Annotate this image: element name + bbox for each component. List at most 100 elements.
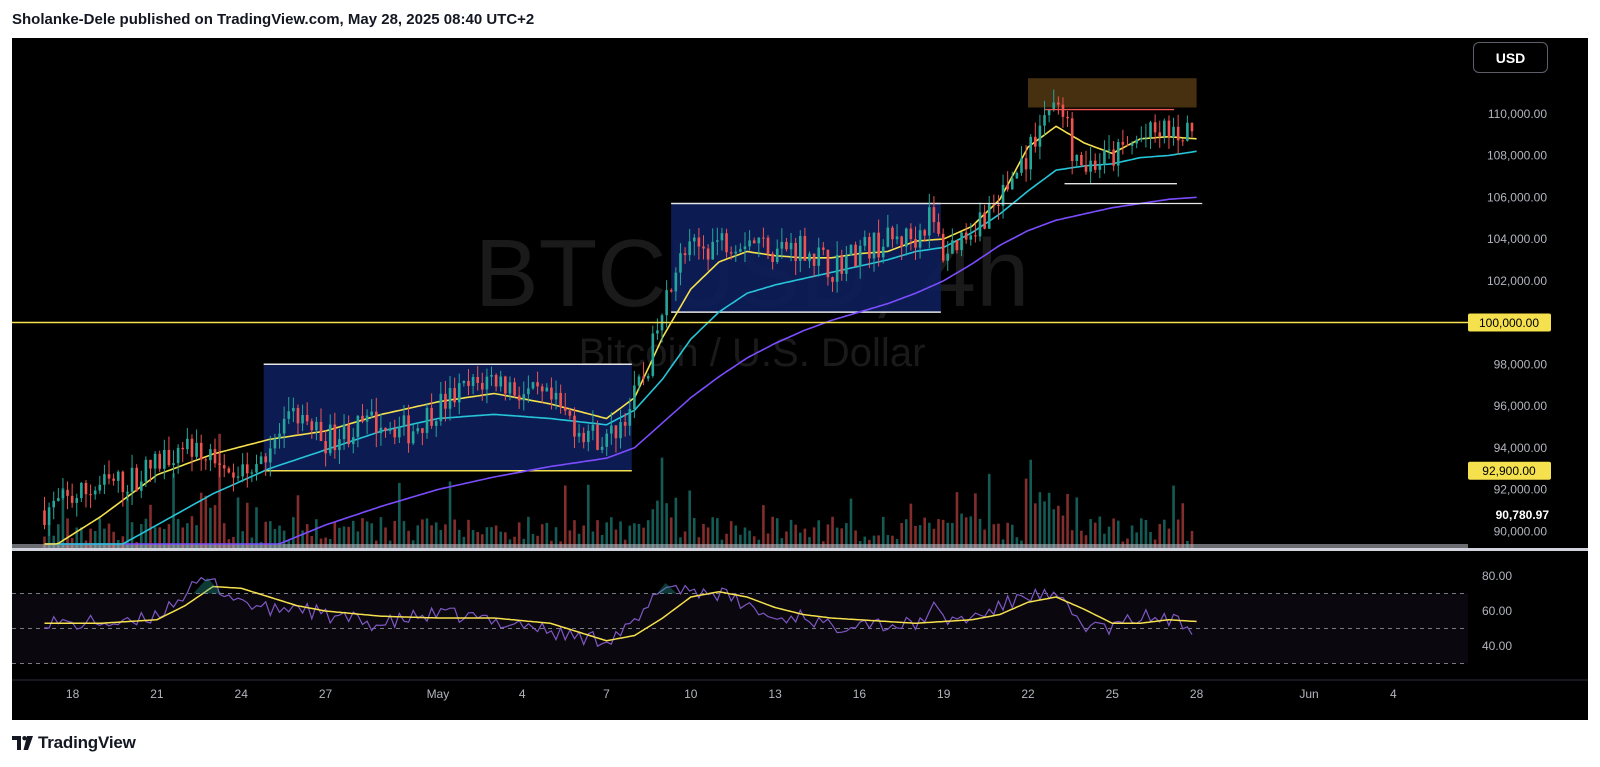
candle[interactable] <box>232 463 235 492</box>
rsi-signal-line[interactable] <box>44 585 1197 642</box>
candle[interactable] <box>52 491 56 520</box>
candle[interactable] <box>854 241 857 267</box>
candle[interactable] <box>1163 118 1166 144</box>
candle[interactable] <box>808 251 811 269</box>
candle[interactable] <box>1121 129 1125 155</box>
candle[interactable] <box>895 224 899 245</box>
candle[interactable] <box>771 251 774 270</box>
ema-slow-line[interactable] <box>44 196 1197 545</box>
candle[interactable] <box>347 415 350 448</box>
candle[interactable] <box>310 418 314 439</box>
candle[interactable] <box>1153 114 1157 143</box>
candle[interactable] <box>1158 120 1162 148</box>
candle[interactable] <box>402 404 406 436</box>
candle[interactable] <box>1034 122 1037 153</box>
candle[interactable] <box>803 227 807 261</box>
candle[interactable] <box>444 380 447 422</box>
candle[interactable] <box>1126 136 1129 146</box>
candle[interactable] <box>116 470 120 493</box>
candle[interactable] <box>918 223 922 259</box>
candle[interactable] <box>762 227 765 248</box>
candle[interactable] <box>1139 126 1143 143</box>
candle[interactable] <box>1181 138 1185 146</box>
candle[interactable] <box>702 235 705 260</box>
candle[interactable] <box>900 235 903 261</box>
candle[interactable] <box>296 404 300 436</box>
candle[interactable] <box>577 423 581 443</box>
candle[interactable] <box>692 233 696 256</box>
candle[interactable] <box>545 383 549 392</box>
candle[interactable] <box>245 452 249 488</box>
candle[interactable] <box>508 376 512 401</box>
candle[interactable] <box>1190 122 1194 138</box>
candle[interactable] <box>393 419 397 445</box>
candle[interactable] <box>637 374 641 391</box>
candle[interactable] <box>84 480 88 508</box>
candle[interactable] <box>195 429 198 460</box>
candle[interactable] <box>642 362 645 386</box>
candle[interactable] <box>1029 134 1032 181</box>
candle[interactable] <box>614 424 618 453</box>
candle[interactable] <box>305 402 309 426</box>
candle[interactable] <box>480 372 484 401</box>
candle[interactable] <box>822 242 825 256</box>
candle[interactable] <box>434 418 438 437</box>
candle[interactable] <box>729 246 733 260</box>
candle[interactable] <box>826 249 830 286</box>
candle[interactable] <box>1089 147 1092 184</box>
candle[interactable] <box>596 420 599 451</box>
candle[interactable] <box>974 223 977 243</box>
candle[interactable] <box>388 421 392 435</box>
candle[interactable] <box>457 373 461 415</box>
candle[interactable] <box>1176 114 1180 155</box>
candle[interactable] <box>928 193 931 249</box>
rsi-axis[interactable] <box>1468 552 1588 678</box>
candle[interactable] <box>568 407 572 420</box>
candle[interactable] <box>706 244 710 271</box>
candle[interactable] <box>932 196 936 233</box>
candle[interactable] <box>600 437 604 454</box>
candle[interactable] <box>61 478 65 500</box>
candle[interactable] <box>356 415 360 448</box>
candle[interactable] <box>1024 145 1028 182</box>
candle[interactable] <box>573 407 576 449</box>
candle[interactable] <box>628 397 632 436</box>
candle[interactable] <box>98 475 102 494</box>
candle[interactable] <box>264 452 268 476</box>
candle[interactable] <box>610 412 613 445</box>
candle[interactable] <box>711 228 715 260</box>
candle[interactable] <box>554 380 558 410</box>
candle[interactable] <box>725 228 728 258</box>
candle[interactable] <box>421 428 424 446</box>
candle[interactable] <box>66 481 69 510</box>
candle[interactable] <box>213 438 217 468</box>
candle[interactable] <box>960 232 963 257</box>
candle[interactable] <box>863 230 867 251</box>
candle[interactable] <box>315 416 318 441</box>
candle[interactable] <box>411 424 415 446</box>
candle[interactable] <box>199 434 203 471</box>
candle[interactable] <box>891 225 894 248</box>
candle[interactable] <box>209 443 212 472</box>
candle[interactable] <box>794 237 797 275</box>
candle[interactable] <box>997 194 1000 220</box>
candle[interactable] <box>227 466 231 474</box>
candle[interactable] <box>269 435 272 477</box>
candle[interactable] <box>775 239 779 264</box>
candle[interactable] <box>937 213 940 237</box>
candle[interactable] <box>375 397 378 448</box>
candle[interactable] <box>983 204 986 230</box>
candle[interactable] <box>255 454 258 481</box>
candle[interactable] <box>909 223 913 251</box>
candle[interactable] <box>665 280 668 328</box>
candle[interactable] <box>236 466 240 482</box>
candle[interactable] <box>1116 138 1120 177</box>
candle[interactable] <box>559 384 562 414</box>
candle[interactable] <box>969 223 973 246</box>
candle[interactable] <box>955 239 959 254</box>
candle[interactable] <box>462 380 466 387</box>
candle[interactable] <box>1130 141 1134 155</box>
candle[interactable] <box>1052 89 1056 112</box>
candle[interactable] <box>1015 171 1019 180</box>
